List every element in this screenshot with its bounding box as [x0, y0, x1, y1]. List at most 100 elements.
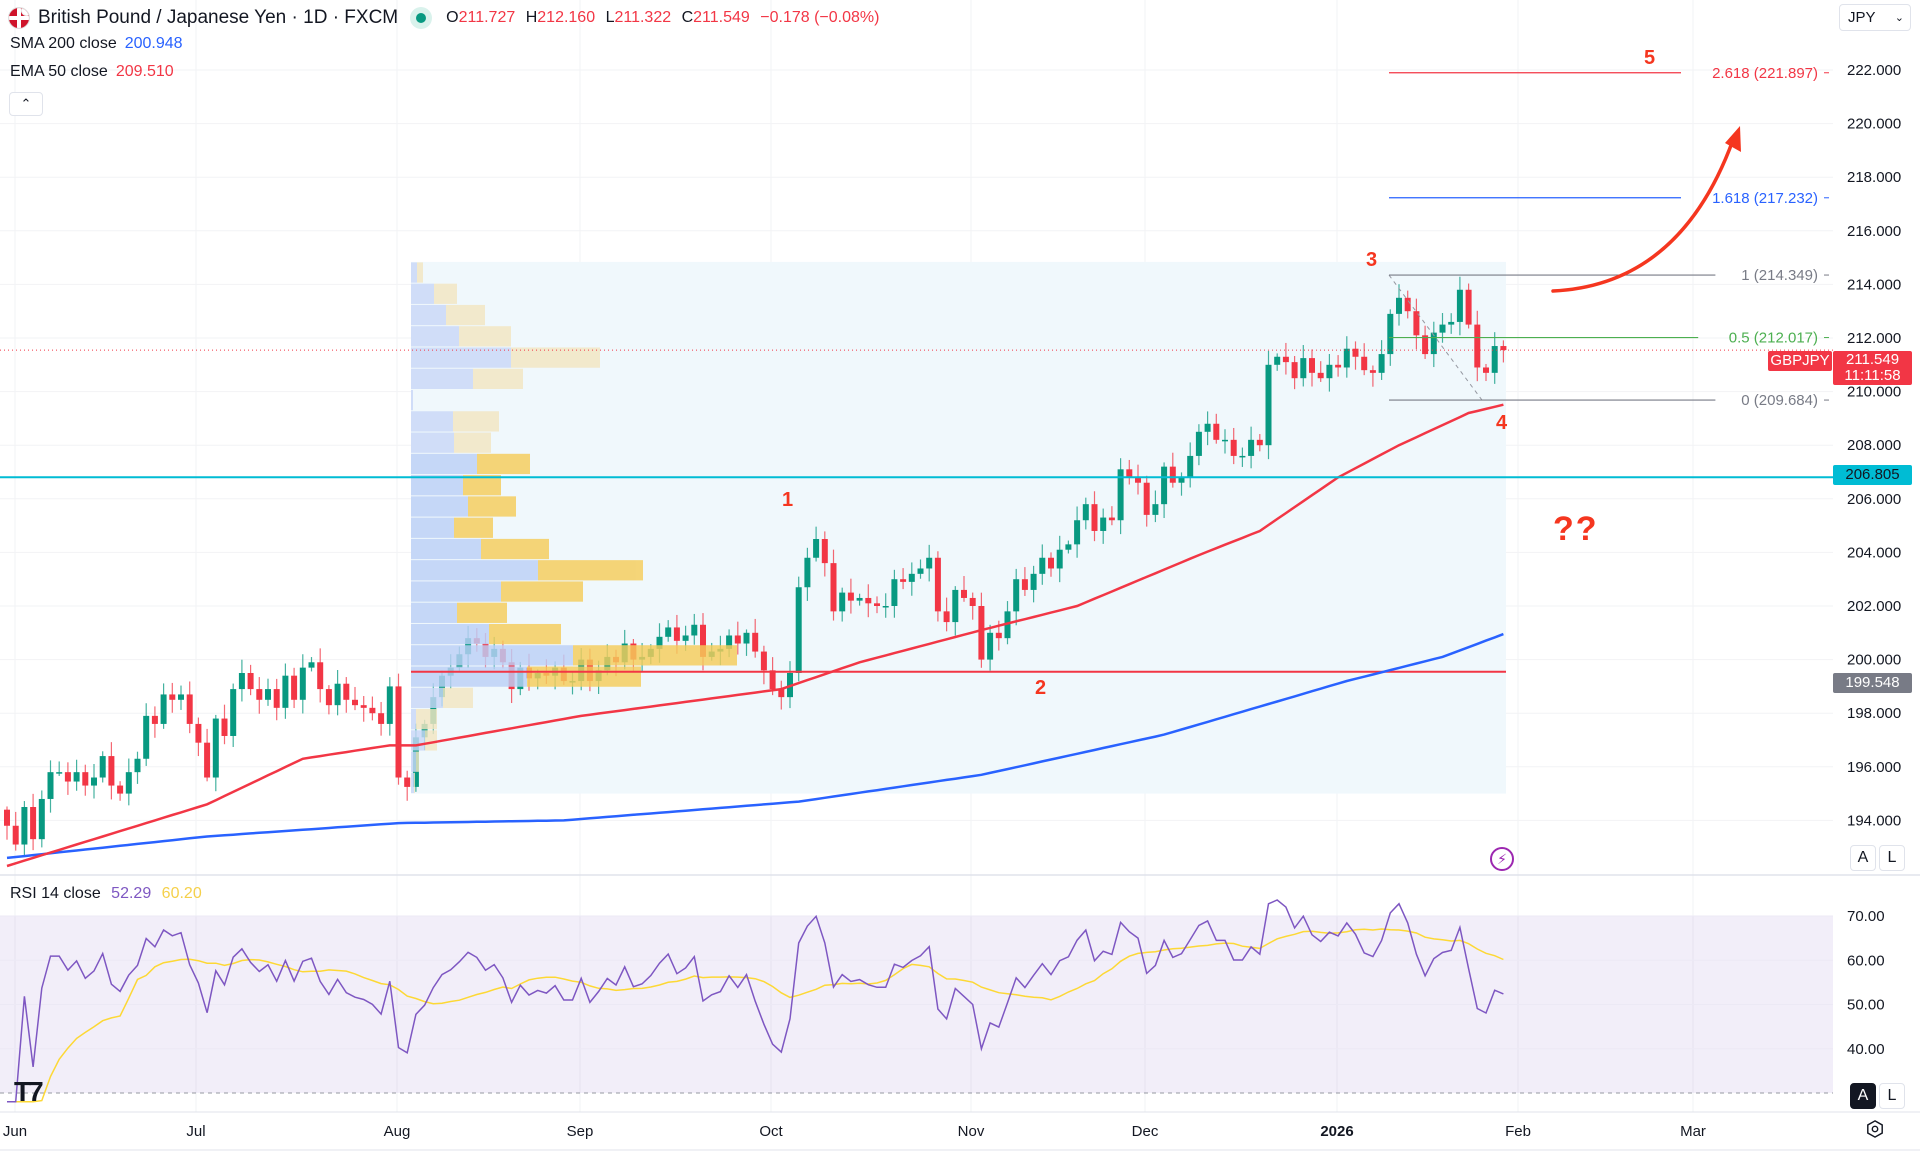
candle [1483, 363, 1489, 382]
collapse-indicators-button[interactable]: ⌃ [9, 92, 43, 116]
candle [1056, 535, 1063, 583]
candle-body [1195, 431, 1202, 456]
candle [4, 806, 10, 840]
projection-arrow [1551, 138, 1735, 293]
lightning-icon[interactable]: ⚡︎ [1490, 847, 1514, 871]
candle-body [1326, 364, 1333, 379]
wave-label-5[interactable]: 5 [1644, 47, 1656, 69]
candle-body [38, 798, 45, 840]
wave-label-2[interactable]: 2 [1035, 677, 1047, 699]
time-tick-label: Jun [3, 1123, 27, 1140]
candle [1195, 424, 1202, 466]
rsi-line [7, 899, 1504, 1103]
candle [926, 544, 933, 582]
candle [73, 759, 80, 791]
candle [1404, 290, 1411, 319]
candle-body [839, 592, 846, 612]
candle [64, 762, 71, 795]
candle [734, 621, 741, 655]
symbol-title[interactable]: British Pound / Japanese Yen · 1D · FXCM [38, 7, 399, 28]
candle-body [734, 635, 741, 644]
candle-body [769, 670, 776, 690]
price-tick-label: 204.000 [1847, 544, 1901, 561]
rsi-log-scale-button[interactable]: L [1879, 1083, 1905, 1109]
candle [908, 562, 915, 596]
candle [256, 677, 263, 714]
volume-profile-down-bar [446, 304, 485, 326]
gear-icon[interactable] [1866, 1120, 1884, 1138]
volume-profile-up-bar [411, 581, 501, 602]
time-tick-label: Jul [186, 1123, 205, 1140]
candle [1152, 490, 1159, 523]
question-annotation[interactable]: ?? [1553, 510, 1599, 548]
candle [1300, 345, 1307, 387]
sma200-line [6, 632, 1504, 860]
volume-profile-up-bar [411, 347, 511, 368]
volume-profile-up-bar [411, 411, 453, 432]
candle-body [186, 694, 193, 724]
indicator-name: SMA 200 close [10, 35, 117, 52]
candle-body [291, 675, 298, 700]
volume-profile-up-bar [411, 432, 454, 453]
open-value: 211.727 [458, 9, 516, 26]
candle [1204, 411, 1211, 446]
candle [665, 620, 672, 642]
fib-level-label: 1 (214.349) [1741, 267, 1818, 284]
wave-label-4[interactable]: 4 [1496, 412, 1508, 434]
currency-select[interactable]: JPY ⌄ [1839, 4, 1911, 31]
currency-value: JPY [1848, 9, 1876, 26]
volume-profile-up-bar [411, 772, 414, 794]
symbol-header: British Pound / Japanese Yen · 1D · FXCM… [8, 5, 879, 31]
candle [221, 704, 228, 745]
tradingview-logo[interactable]: T7 [14, 1076, 44, 1107]
time-tick-label: Oct [759, 1123, 783, 1140]
indicator-sma200[interactable]: SMA 200 close 200.948 [10, 35, 183, 53]
candle-body [1413, 311, 1420, 336]
candle-body [1430, 332, 1437, 355]
candle-body [325, 689, 332, 706]
candle-body [1178, 477, 1185, 483]
candle [1039, 544, 1046, 585]
candle-body [1091, 504, 1098, 531]
candle-body [1021, 579, 1028, 590]
last-price-tag: 211.549 11:11:58 [1833, 351, 1912, 385]
rsi-tick-label: 40.00 [1847, 1041, 1885, 1058]
candle-body [673, 627, 680, 641]
auto-scale-button[interactable]: A [1850, 845, 1876, 871]
candle [952, 586, 959, 636]
log-scale-button[interactable]: L [1879, 845, 1905, 871]
candle [21, 801, 28, 857]
candle-body [856, 597, 863, 601]
candle-body [1065, 544, 1072, 550]
candle-body [952, 589, 959, 623]
candle-body [874, 603, 880, 606]
price-tick-label: 200.000 [1847, 652, 1901, 669]
candle [273, 678, 280, 721]
rsi-auto-scale-button[interactable]: A [1850, 1083, 1876, 1109]
candle [1474, 310, 1481, 382]
volume-profile-up-bar [411, 602, 457, 623]
candle-body [134, 758, 141, 773]
wave-label-3[interactable]: 3 [1366, 249, 1378, 271]
candle-body [1369, 370, 1376, 373]
candle [691, 613, 698, 645]
candle-body [47, 772, 54, 799]
indicator-ema50[interactable]: EMA 50 close 209.510 [10, 63, 174, 81]
rsi-legend[interactable]: RSI 14 close 52.29 60.20 [10, 885, 202, 903]
candle-body [1274, 356, 1281, 365]
candle [1282, 342, 1289, 375]
rsi-tick-label: 70.00 [1847, 908, 1885, 925]
arrow-head-icon [1725, 126, 1741, 152]
candle [1135, 464, 1141, 495]
candle-body [1291, 362, 1298, 379]
volume-profile-down-bar [416, 709, 437, 730]
candle-body [334, 683, 341, 706]
candle [1317, 361, 1324, 382]
gbp-jpy-flag-icon [8, 7, 30, 29]
rsi-tick-label: 60.00 [1847, 952, 1885, 969]
candle-body [1213, 423, 1220, 440]
price-tick-label: 214.000 [1847, 276, 1901, 293]
candle [874, 596, 880, 614]
wave-label-1[interactable]: 1 [782, 489, 794, 511]
